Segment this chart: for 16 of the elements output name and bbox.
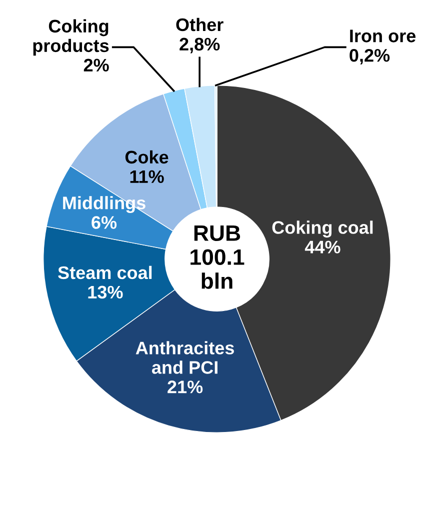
data-label: 44%	[304, 240, 340, 254]
data-label: 13%	[88, 286, 123, 299]
text: RUB 100.1 bln	[190, 226, 244, 289]
data-label: 21%	[168, 380, 203, 394]
slice-label: Coke	[125, 150, 168, 164]
data-label: 0,2%	[350, 48, 390, 64]
data-label: 2,8%	[180, 38, 220, 54]
data-label: 11%	[130, 170, 164, 183]
slice-label: Coking coal	[272, 220, 373, 238]
data-label: 2%	[84, 58, 109, 72]
slice-label: Anthracites and PCI	[136, 341, 234, 374]
slice-label: Steam coal	[58, 266, 152, 280]
slice-label: Other	[176, 18, 224, 32]
data-label: 6%	[92, 216, 117, 229]
slice-label: Coking products	[33, 19, 109, 56]
slice-label: Iron ore	[350, 30, 416, 42]
